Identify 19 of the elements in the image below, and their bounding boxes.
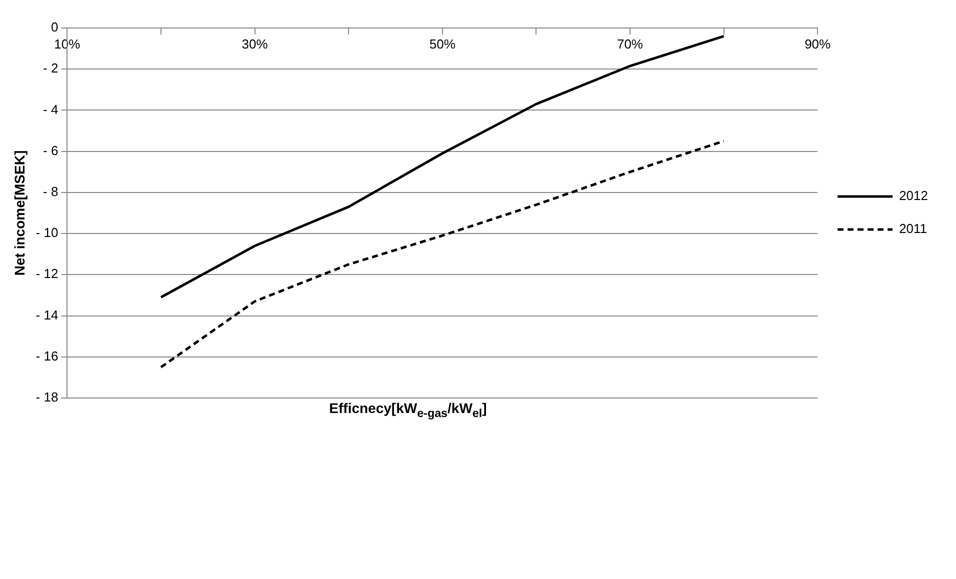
y-tick-label: - 18	[36, 390, 58, 405]
legend-label: 2011	[899, 221, 928, 236]
line-series	[160, 140, 726, 368]
x-tick-label: 90%	[804, 36, 832, 52]
y-tick-label: - 6	[43, 142, 58, 158]
y-tick-label: - 16	[36, 348, 58, 364]
y-tick-label: 0	[50, 20, 58, 35]
x-tick-label: 70%	[616, 36, 644, 52]
y-tick-label: - 10	[36, 225, 58, 240]
y-tick-label: - 4	[43, 102, 58, 117]
x-tick-label: 30%	[242, 36, 268, 52]
y-tick-label: - 8	[43, 184, 58, 200]
y-axis-title: Net income[MSEK]	[11, 150, 28, 276]
x-axis-title: Efficnecy[kW$_{e-gas}$/kW$_{el}$]	[329, 400, 487, 420]
y-tick-label: - 14	[36, 307, 58, 322]
legend-label: 2012	[899, 188, 928, 204]
y-tick-label: - 12	[36, 266, 58, 282]
x-tick-label: 50%	[429, 36, 456, 52]
y-tick-label: - 2	[43, 60, 58, 76]
